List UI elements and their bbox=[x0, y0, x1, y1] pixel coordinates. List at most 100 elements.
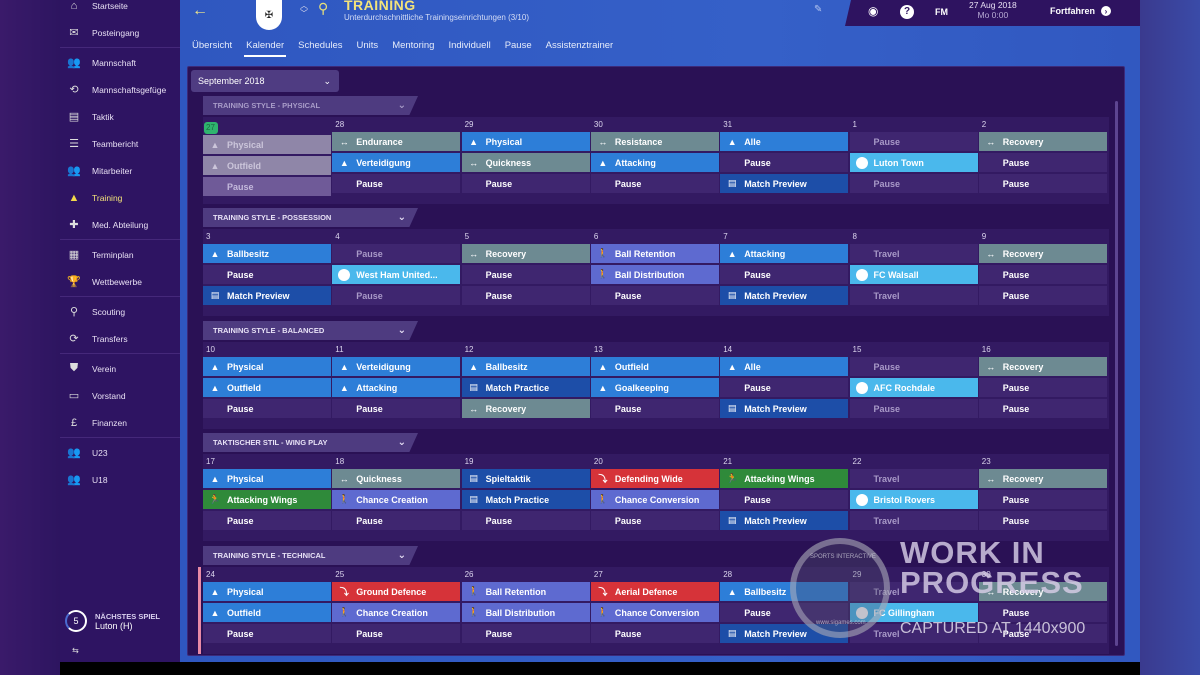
week-training-style-dropdown[interactable]: TRAINING STYLE - BALANCED ⌄ bbox=[203, 321, 418, 340]
sidebar-item-startseite[interactable]: ⌂ Startseite bbox=[60, 0, 180, 19]
training-session[interactable]: Pause bbox=[849, 357, 978, 376]
training-session[interactable]: Pause bbox=[203, 624, 331, 643]
training-session[interactable]: ▲ Outfield bbox=[590, 357, 719, 376]
training-session[interactable]: 🏃 Attacking Wings bbox=[720, 469, 849, 488]
tab-units[interactable]: Units bbox=[356, 40, 379, 51]
training-session[interactable]: Pause bbox=[720, 378, 849, 397]
training-session[interactable]: 🚶 Ball Retention bbox=[590, 244, 719, 263]
sidebar-item-med-abteilung[interactable]: ✚ Med. Abteilung bbox=[60, 211, 180, 238]
training-session[interactable]: ⤵ Defending Wide bbox=[590, 469, 719, 488]
match-session[interactable]: FC Gillingham bbox=[849, 603, 978, 622]
week-training-style-dropdown[interactable]: TRAINING STYLE - POSSESSION ⌄ bbox=[203, 208, 418, 227]
tab-assistenztrainer[interactable]: Assistenztrainer bbox=[545, 40, 614, 51]
training-session[interactable]: Pause bbox=[332, 244, 461, 263]
training-session[interactable]: Pause bbox=[203, 511, 331, 530]
edit-pencil-icon[interactable]: ✎ bbox=[814, 4, 823, 15]
training-session[interactable]: ▤ Match Practice bbox=[461, 490, 590, 509]
training-session[interactable]: Pause bbox=[849, 174, 978, 193]
fm-menu-button[interactable]: FM bbox=[935, 7, 948, 17]
sidebar-item-scouting[interactable]: ⚲ Scouting bbox=[60, 298, 180, 325]
training-session[interactable]: ↔ Recovery bbox=[461, 244, 590, 263]
training-session[interactable]: Pause bbox=[590, 511, 719, 530]
club-crest-icon[interactable]: ✠ bbox=[256, 0, 282, 30]
training-session[interactable]: Travel bbox=[849, 582, 978, 601]
training-session[interactable]: ▤ Match Preview bbox=[720, 624, 849, 643]
training-session[interactable]: ↔ Recovery bbox=[461, 399, 590, 418]
training-session[interactable]: ▲ Attacking bbox=[720, 244, 849, 263]
training-session[interactable]: Travel bbox=[849, 624, 978, 643]
training-session[interactable]: ▤ Match Preview bbox=[720, 399, 849, 418]
sidebar-item-mannschaft[interactable]: 👥 Mannschaft bbox=[60, 49, 180, 76]
training-session[interactable]: ↔ Resistance bbox=[590, 132, 719, 151]
training-session[interactable]: 🚶 Chance Conversion bbox=[590, 490, 719, 509]
training-session[interactable]: ▲ Physical bbox=[203, 582, 331, 601]
training-session[interactable]: Pause bbox=[590, 624, 719, 643]
training-session[interactable]: ▲ Outfield bbox=[203, 378, 331, 397]
next-match-widget[interactable]: 5 NÄCHSTES SPIEL Luton (H) bbox=[60, 606, 180, 636]
training-session[interactable]: 🏃 Attacking Wings bbox=[203, 490, 331, 509]
training-session[interactable]: ▲ Physical bbox=[203, 135, 331, 154]
sidebar-item-verein[interactable]: ⛊ Verein bbox=[60, 355, 180, 382]
training-session[interactable]: ▲ Attacking bbox=[332, 378, 461, 397]
training-session[interactable]: ▤ Match Preview bbox=[720, 286, 849, 305]
training-session[interactable]: Pause bbox=[332, 624, 461, 643]
training-session[interactable]: ↔ Recovery bbox=[978, 132, 1107, 151]
training-session[interactable]: Travel bbox=[849, 511, 978, 530]
training-session[interactable]: Pause bbox=[720, 153, 849, 172]
training-session[interactable]: Pause bbox=[978, 399, 1107, 418]
training-session[interactable]: Pause bbox=[332, 399, 461, 418]
training-session[interactable]: ▲ Verteidigung bbox=[332, 357, 461, 376]
help-icon[interactable]: ? bbox=[900, 5, 914, 19]
sidebar-item-taktik[interactable]: ▤ Taktik bbox=[60, 103, 180, 130]
training-session[interactable]: Pause bbox=[720, 265, 849, 284]
training-session[interactable]: Pause bbox=[332, 286, 461, 305]
training-session[interactable]: ↔ Recovery bbox=[978, 469, 1107, 488]
training-session[interactable]: ▲ Alle bbox=[720, 132, 849, 151]
training-session[interactable]: Pause bbox=[590, 286, 719, 305]
sidebar-item-vorstand[interactable]: ▭ Vorstand bbox=[60, 382, 180, 409]
training-session[interactable]: Pause bbox=[978, 378, 1107, 397]
training-session[interactable]: Pause bbox=[849, 399, 978, 418]
training-session[interactable]: Pause bbox=[849, 132, 978, 151]
training-session[interactable]: Pause bbox=[332, 174, 461, 193]
world-icon[interactable]: ◉ bbox=[868, 4, 879, 18]
tab-mentoring[interactable]: Mentoring bbox=[392, 40, 435, 51]
training-session[interactable]: ▲ Ballbesitz bbox=[203, 244, 331, 263]
training-session[interactable]: Pause bbox=[461, 265, 590, 284]
match-session[interactable]: Bristol Rovers bbox=[849, 490, 978, 509]
training-session[interactable]: Pause bbox=[332, 511, 461, 530]
training-session[interactable]: ▤ Match Preview bbox=[720, 174, 849, 193]
training-session[interactable]: ▲ Outfield bbox=[203, 156, 331, 175]
training-session[interactable]: Pause bbox=[461, 511, 590, 530]
training-session[interactable]: ↔ Endurance bbox=[332, 132, 461, 151]
month-dropdown[interactable]: September 2018 ⌄ bbox=[191, 70, 339, 92]
back-arrow-icon[interactable]: ← bbox=[192, 2, 208, 19]
training-session[interactable]: ↔ Quickness bbox=[332, 469, 461, 488]
match-session[interactable]: West Ham United... bbox=[332, 265, 461, 284]
training-session[interactable]: ▤ Match Practice bbox=[461, 378, 590, 397]
tab-individuell[interactable]: Individuell bbox=[448, 40, 491, 51]
training-session[interactable]: 🚶 Ball Retention bbox=[461, 582, 590, 601]
collapse-sidebar-icon[interactable]: ⇆ bbox=[72, 646, 79, 655]
training-session[interactable]: ▲ Physical bbox=[203, 469, 331, 488]
training-session[interactable]: Travel bbox=[849, 469, 978, 488]
training-session[interactable]: ▲ Attacking bbox=[590, 153, 719, 172]
training-session[interactable]: ▲ Physical bbox=[203, 357, 331, 376]
training-session[interactable]: ▲ Physical bbox=[461, 132, 590, 151]
training-session[interactable]: ⤵ Aerial Defence bbox=[590, 582, 719, 601]
training-session[interactable]: Pause bbox=[978, 265, 1107, 284]
sidebar-item-mitarbeiter[interactable]: 👥 Mitarbeiter bbox=[60, 157, 180, 184]
training-session[interactable]: 🚶 Ball Distribution bbox=[590, 265, 719, 284]
training-session[interactable]: ▲ Goalkeeping bbox=[590, 378, 719, 397]
training-session[interactable]: ↔ Recovery bbox=[978, 582, 1107, 601]
sidebar-item-teambericht[interactable]: ☰ Teambericht bbox=[60, 130, 180, 157]
continue-button[interactable]: Fortfahren › bbox=[1050, 6, 1111, 16]
training-session[interactable]: Pause bbox=[978, 286, 1107, 305]
week-training-style-dropdown[interactable]: TRAINING STYLE - PHYSICAL ⌄ bbox=[203, 96, 418, 115]
week-training-style-dropdown[interactable]: TRAINING STYLE - TECHNICAL ⌄ bbox=[203, 546, 418, 565]
week-training-style-dropdown[interactable]: TAKTISCHER STIL - WING PLAY ⌄ bbox=[203, 433, 418, 452]
training-session[interactable]: Pause bbox=[203, 177, 331, 196]
training-session[interactable]: Pause bbox=[590, 399, 719, 418]
sidebar-item-posteingang[interactable]: ✉ Posteingang bbox=[60, 19, 180, 46]
search-icon[interactable]: ⚲ bbox=[318, 0, 329, 16]
